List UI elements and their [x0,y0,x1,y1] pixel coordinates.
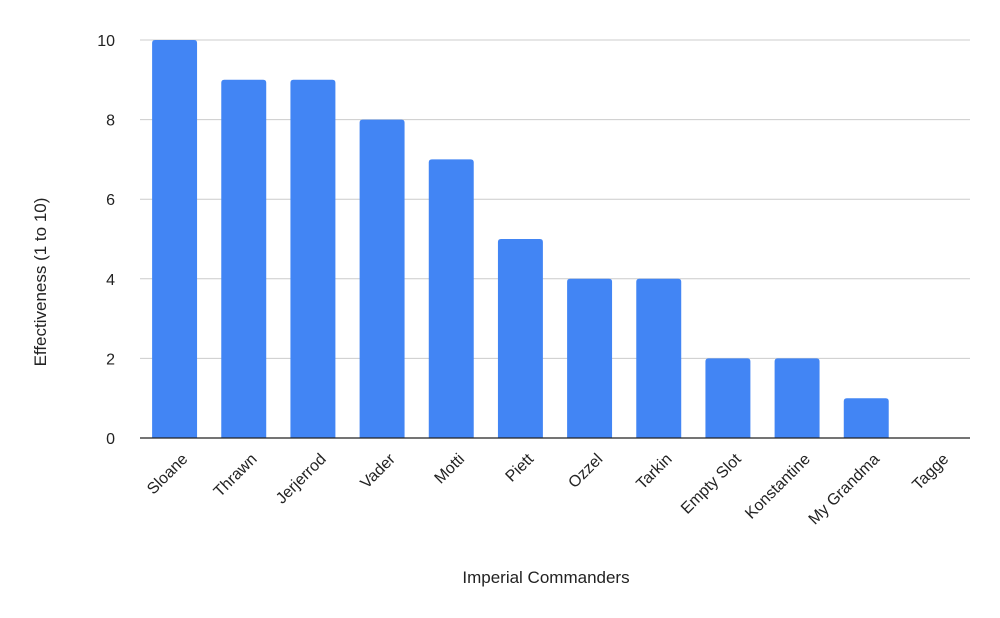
x-axis-title: Imperial Commanders [462,568,629,587]
bar [221,79,267,439]
y-tick-label: 6 [106,192,115,209]
x-tick-labels: Sloane Thrawn Jerjerrod Vader Motti Piett Ozze… [144,450,952,528]
x-tick-label: Piett [503,450,538,485]
bar [359,119,405,438]
y-tick-label: 10 [97,33,115,50]
y-axis-title: Effectiveness (1 to 10) [31,198,50,367]
y-tick-label: 8 [106,113,115,130]
x-tick-label: Motti [432,451,469,488]
x-tick-label: Ozzel [565,451,606,492]
y-tick-label: 0 [106,431,115,448]
x-tick-label: My Grandma [806,451,883,528]
bar [843,398,889,438]
x-tick-label: Sloane [144,451,191,498]
y-tick-label: 4 [106,272,115,289]
y-tick-label: 2 [106,351,115,368]
bar [774,358,820,438]
y-tick-labels: 0 2 4 6 8 10 [97,33,115,448]
bar [567,278,613,438]
x-tick-label: Tarkin [633,451,675,493]
x-tick-label: Empty Slot [678,450,745,517]
x-tick-label: Konstantine [742,451,814,523]
gridlines [140,39,970,359]
bars [152,40,889,439]
x-tick-label: Tagge [909,451,952,494]
bar [705,358,751,438]
bar [428,159,474,438]
bar [152,40,198,438]
bar [497,239,543,438]
x-tick-label: Thrawn [211,451,261,501]
bar [290,79,336,439]
x-tick-label: Vader [358,450,400,492]
x-tick-label: Jerjerrod [273,451,330,508]
bar [636,278,682,438]
